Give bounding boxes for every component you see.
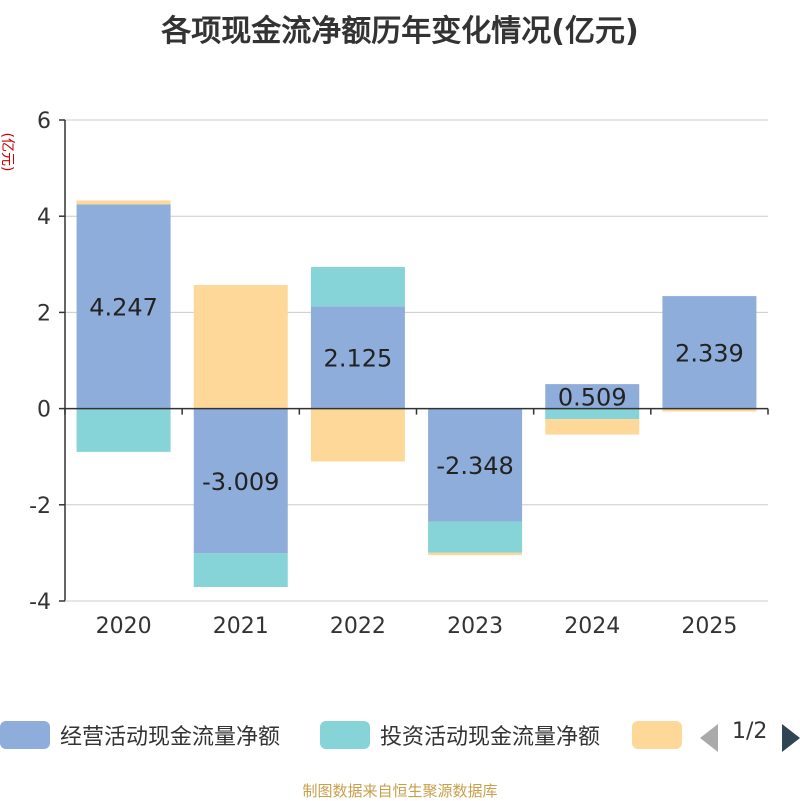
- x-tick-label: 2022: [330, 614, 386, 639]
- bar-segment: [545, 384, 640, 409]
- bar-data-label: -3.009: [202, 468, 279, 496]
- legend-item-investing[interactable]: 投资活动现金流量净额: [320, 717, 630, 753]
- y-tick-label: 4: [37, 205, 51, 230]
- bar-segment: [428, 552, 523, 556]
- bar-segment: [310, 306, 405, 409]
- data-source-note: 制图数据来自恒生聚源数据库: [302, 782, 498, 800]
- legend-page-indicator: 1/2: [732, 719, 768, 744]
- legend-item-operating[interactable]: 经营活动现金流量净额: [0, 717, 310, 753]
- bar-data-label: 0.509: [558, 383, 627, 411]
- bar-segment: [193, 284, 288, 409]
- x-tick-label: 2025: [681, 614, 737, 639]
- x-tick-label: 2023: [447, 614, 503, 639]
- bar-data-label: 2.125: [324, 344, 393, 372]
- bar-segment: [193, 553, 288, 588]
- x-tick-label: 2021: [213, 614, 269, 639]
- y-tick-label: 0: [37, 398, 51, 423]
- legend-next-page-icon[interactable]: [782, 724, 800, 752]
- bar-segment: [545, 408, 640, 420]
- bar-segment: [428, 408, 523, 522]
- bar-data-label: -2.348: [436, 452, 513, 480]
- bar-segment: [662, 408, 757, 412]
- bar-segment: [662, 296, 757, 409]
- legend-swatch-investing: [320, 721, 370, 749]
- x-tick-label: 2024: [564, 614, 620, 639]
- bar-segment: [76, 408, 171, 452]
- legend-swatch-operating: [0, 721, 50, 749]
- y-tick-label: 6: [37, 109, 51, 134]
- bar-segment: [545, 419, 640, 435]
- y-tick-label: -4: [29, 590, 51, 615]
- bar-segment: [76, 204, 171, 409]
- chart-area: -4 -2 0 2 4 6 4.247 2020 -3.009 2021 2.125 2022 -2.3…: [29, 109, 769, 639]
- bar-data-label: 4.247: [89, 293, 158, 321]
- legend-item-financing[interactable]: [632, 717, 692, 753]
- chart-title: 各项现金流净额历年变化情况(亿元): [161, 14, 639, 49]
- bar-segment: [310, 266, 405, 307]
- bar-data-label: 2.339: [675, 339, 744, 367]
- bar-segment: [428, 521, 523, 553]
- legend-label-operating: 经营活动现金流量净额: [60, 725, 281, 750]
- bar-segment: [193, 408, 288, 554]
- legend-pager: 1/2: [700, 719, 800, 755]
- legend-swatch-financing: [632, 721, 682, 749]
- bar-segment: [76, 200, 171, 205]
- y-tick-label: -2: [29, 494, 51, 519]
- legend: 经营活动现金流量净额 投资活动现金流量净额 1/2: [0, 717, 800, 753]
- legend-label-investing: 投资活动现金流量净额: [380, 725, 601, 750]
- bar-segment: [310, 408, 405, 462]
- y-tick-label: 2: [37, 301, 51, 326]
- x-tick-label: 2020: [96, 614, 152, 639]
- legend-prev-page-icon[interactable]: [700, 724, 718, 752]
